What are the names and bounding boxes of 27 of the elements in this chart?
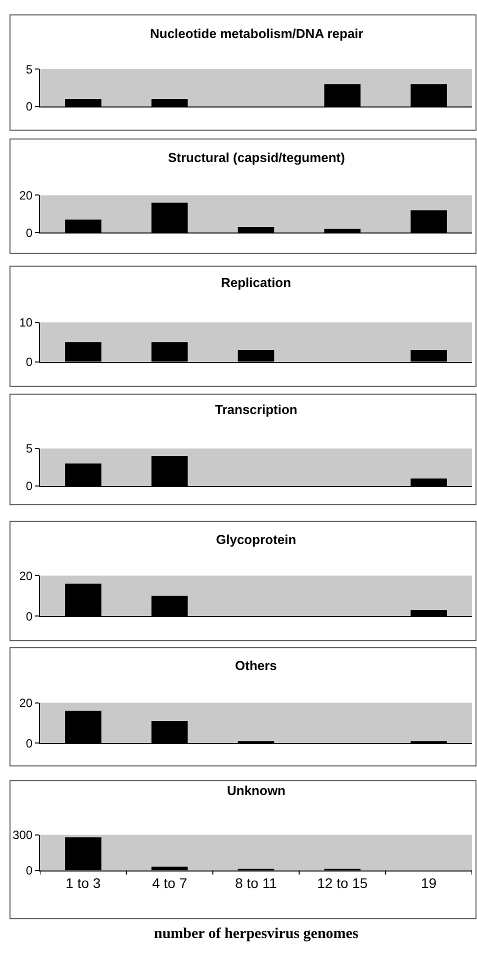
y-tick-label: 0 <box>26 354 33 369</box>
y-tick-label: 20 <box>19 568 33 583</box>
x-tick-label: 8 to 11 <box>235 875 278 892</box>
y-tick-label: 0 <box>26 864 33 878</box>
chart-title: Others <box>235 658 277 673</box>
chart-title: Unknown <box>227 783 286 798</box>
y-tick-label: 0 <box>26 609 33 624</box>
y-tick-label: 20 <box>19 188 33 202</box>
x-tick-label: 12 to 15 <box>317 875 368 892</box>
y-tick-label: 0 <box>26 479 33 494</box>
x-tick-label: 19 <box>421 875 437 892</box>
chart-title: Structural (capsid/tegument) <box>168 150 345 165</box>
chart-title: Nucleotide metabolism/DNA repair <box>150 26 364 41</box>
y-tick-label: 10 <box>19 316 33 330</box>
y-tick-label: 0 <box>26 736 33 750</box>
y-tick-label: 0 <box>26 100 33 114</box>
x-tick-label: 4 to 7 <box>152 875 188 892</box>
x-tick-label: 1 to 3 <box>66 875 101 892</box>
y-tick-label: 300 <box>12 828 33 842</box>
chart-title: Glycoprotein <box>216 532 296 547</box>
y-tick-label: 20 <box>19 696 33 710</box>
chart-title: Transcription <box>215 402 298 417</box>
y-tick-label: 5 <box>26 62 33 76</box>
y-tick-label: 5 <box>26 442 33 456</box>
chart-title: Replication <box>221 275 292 290</box>
y-tick-label: 0 <box>26 226 33 240</box>
x-axis-title: number of herpesvirus genomes <box>154 926 358 942</box>
